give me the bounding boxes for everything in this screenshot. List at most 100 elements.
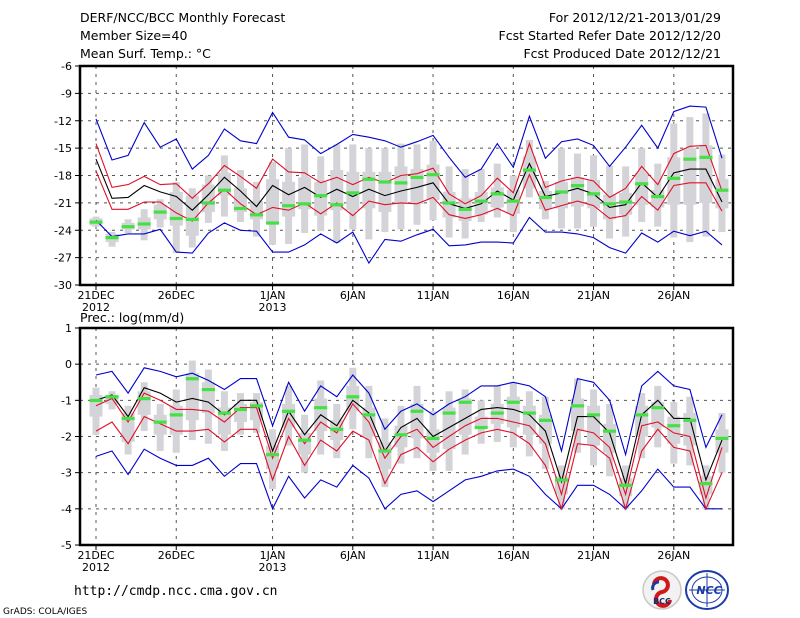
observed-marker: [298, 202, 312, 206]
x-tick-year-label: 2012: [82, 561, 110, 574]
series-line-max: [95, 105, 723, 178]
figure-title: DERF/NCC/BCC Monthly Forecast: [80, 10, 285, 25]
forecast-period: For 2012/12/21-2013/01/29: [549, 10, 721, 25]
box-body: [378, 441, 392, 470]
x-tick-label: 26JAN: [657, 289, 690, 302]
y-tick-label: -4: [61, 503, 72, 516]
observed-marker: [153, 210, 167, 214]
bcc-logo: BCC: [642, 570, 682, 610]
y-tick-label: -1: [61, 394, 72, 407]
observed-marker: [506, 400, 520, 404]
x-tick-label: 6JAN: [340, 549, 366, 562]
observed-marker: [362, 413, 376, 417]
series-line-upper-quartile: [95, 141, 723, 205]
x-tick-label: 11JAN: [417, 289, 450, 302]
box-body: [699, 476, 713, 495]
box-body: [474, 416, 488, 428]
observed-marker: [522, 411, 536, 415]
observed-marker: [619, 483, 633, 488]
observed-marker: [169, 216, 183, 221]
observed-marker: [217, 411, 231, 415]
observed-marker: [683, 418, 697, 422]
bcc-logo-text: BCC: [653, 597, 671, 606]
observed-marker: [250, 404, 263, 408]
observed-marker: [346, 191, 360, 195]
box-body: [715, 179, 729, 209]
observed-marker: [667, 424, 681, 428]
box-body: [667, 157, 681, 205]
observed-marker: [89, 398, 103, 403]
box-body: [683, 148, 697, 205]
observed-marker: [378, 180, 392, 184]
box-body: [458, 398, 472, 435]
x-tick-label: 16JAN: [497, 549, 530, 562]
observed-marker: [458, 207, 472, 211]
observed-marker: [137, 397, 151, 401]
box-body: [169, 405, 183, 435]
box-body: [426, 429, 440, 453]
source-url[interactable]: http://cmdp.ncc.cma.gov.cn: [74, 584, 278, 599]
box-body: [250, 201, 263, 220]
box-body: [699, 145, 713, 203]
box-body: [298, 177, 312, 210]
observed-marker: [266, 453, 280, 457]
forecast-produced-date: Fcst Produced Date 2012/12/21: [523, 46, 721, 61]
y-tick-label: -2: [61, 431, 72, 444]
observed-marker: [426, 436, 440, 441]
observed-marker: [635, 182, 649, 186]
observed-marker: [603, 202, 617, 206]
observed-marker: [330, 427, 344, 431]
observed-marker: [137, 222, 151, 226]
box-body: [185, 195, 199, 236]
x-tick-label: 16JAN: [497, 289, 530, 302]
observed-marker: [394, 433, 408, 437]
observed-marker: [233, 407, 247, 412]
forecast-start-date: Fcst Started Refer Date 2012/12/20: [499, 28, 722, 43]
box-body: [635, 172, 649, 205]
x-tick-label: 11JAN: [417, 549, 450, 562]
x-tick-label: 26JAN: [657, 549, 690, 562]
observed-marker: [603, 429, 617, 433]
box-body: [185, 373, 199, 421]
observed-marker: [442, 201, 456, 205]
grads-credit: GrADS: COLA/IGES: [3, 607, 87, 617]
observed-marker: [346, 395, 360, 399]
y-tick-label: -27: [54, 252, 72, 265]
observed-marker: [410, 409, 424, 413]
series-line-mean: [95, 387, 723, 486]
box-body: [314, 181, 328, 216]
observed-marker: [651, 194, 665, 199]
observed-marker: [105, 236, 119, 240]
plot-frame: [78, 64, 735, 287]
x-tick-label: 21JAN: [577, 289, 610, 302]
box-body: [362, 171, 376, 209]
observed-marker: [121, 416, 135, 421]
observed-marker: [587, 192, 601, 196]
y-tick-label: -5: [61, 539, 72, 552]
observed-marker: [410, 175, 424, 180]
x-tick-label: 1JAN: [260, 289, 286, 302]
observed-marker: [522, 168, 536, 172]
box-body: [667, 416, 681, 444]
box-body: [346, 171, 360, 211]
y-tick-label: -18: [54, 170, 72, 183]
observed-marker: [474, 425, 488, 430]
y-tick-label: -21: [54, 197, 72, 210]
observed-marker: [314, 194, 328, 198]
box-body: [378, 171, 392, 212]
x-tick-year-label: 2012: [82, 301, 110, 314]
y-tick-label: 1: [65, 322, 72, 335]
observed-marker: [651, 406, 665, 410]
observed-marker: [554, 478, 568, 482]
observed-marker: [490, 192, 504, 196]
box-body: [522, 156, 536, 189]
box-body: [538, 414, 552, 444]
box-body: [282, 181, 296, 217]
box-body: [217, 172, 231, 196]
observed-marker: [185, 377, 199, 381]
series-line-lower-quartile: [95, 415, 723, 511]
observed-marker: [282, 409, 296, 413]
box-body: [201, 382, 215, 413]
x-tick-year-label: 2013: [259, 561, 287, 574]
